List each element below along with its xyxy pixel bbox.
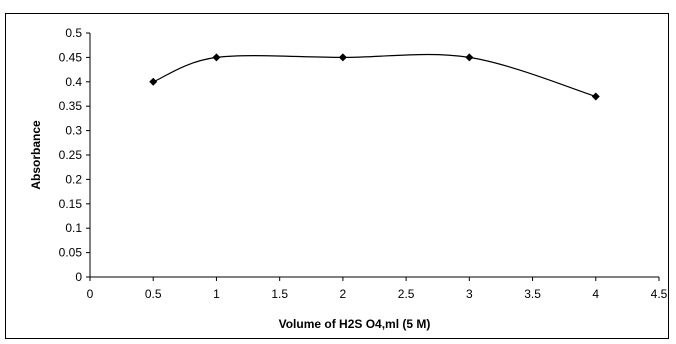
series-line xyxy=(153,53,596,98)
y-tick-label: 0.2 xyxy=(65,172,82,186)
x-tick-label: 2.5 xyxy=(398,287,415,301)
data-point-marker xyxy=(338,53,347,62)
y-tick-label: 0.25 xyxy=(59,148,83,162)
x-tick-label: 0.5 xyxy=(145,287,162,301)
y-tick-label: 0.05 xyxy=(59,246,83,260)
y-tick-label: 0.5 xyxy=(65,26,82,40)
x-axis: 0 0.5 1 1.5 2 2.5 3 3.5 4 4.5 xyxy=(87,276,668,301)
data-point-marker xyxy=(212,53,221,62)
x-tick-label: 2 xyxy=(340,287,347,301)
series-group xyxy=(149,53,600,101)
y-tick-label: 0 xyxy=(75,270,82,284)
data-point-marker xyxy=(149,77,158,86)
y-tick-label: 0.35 xyxy=(59,99,83,113)
y-tick-label: 0.15 xyxy=(59,197,83,211)
y-axis: 0 0.05 0.1 0.15 0.2 0.25 0.3 0.35 0.4 0.45 0.5 xyxy=(59,26,91,284)
chart-area xyxy=(5,13,669,339)
x-tick-label: 4 xyxy=(592,287,599,301)
x-tick-label: 1 xyxy=(213,287,220,301)
y-tick-label: 0.4 xyxy=(65,75,82,89)
x-tick-label: 3 xyxy=(466,287,473,301)
y-tick-label: 0.45 xyxy=(59,50,83,64)
x-tick-label: 0 xyxy=(87,287,94,301)
data-point-marker xyxy=(465,53,474,62)
x-axis-title: Volume of H2S O4,ml (5 M) xyxy=(279,317,431,331)
y-tick-label: 0.3 xyxy=(65,124,82,138)
y-axis-title: Absorbance xyxy=(29,120,43,190)
data-point-marker xyxy=(591,92,600,101)
y-tick-label: 0.1 xyxy=(65,221,82,235)
x-tick-label: 3.5 xyxy=(524,287,541,301)
x-tick-label: 4.5 xyxy=(651,287,668,301)
x-tick-label: 1.5 xyxy=(271,287,288,301)
